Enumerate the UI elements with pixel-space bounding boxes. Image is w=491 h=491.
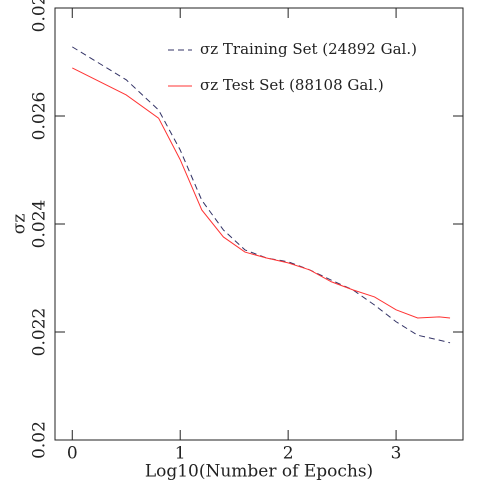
x-tick-label: 2 (283, 444, 294, 464)
line-series (72, 67, 451, 319)
plot-frame (54, 7, 464, 441)
y-tick-label: 0.022 (30, 308, 50, 357)
x-axis-label: Log10(Number of Epochs) (145, 462, 373, 482)
x-tick-label: 1 (175, 444, 186, 464)
line-series (72, 46, 451, 344)
x-tick-label: 3 (391, 444, 402, 464)
y-tick-label: 0.026 (30, 92, 50, 141)
y-tick-label: 0.028 (30, 0, 50, 32)
y-tick-label: 0.02 (30, 421, 50, 459)
y-axis-label: σz (10, 214, 30, 235)
x-tick-label: 0 (67, 444, 78, 464)
y-tick-label: 0.024 (30, 200, 50, 249)
legend-label: σz Test Set (88108 Gal.) (200, 76, 384, 94)
legend-label: σz Training Set (24892 Gal.) (200, 40, 417, 58)
